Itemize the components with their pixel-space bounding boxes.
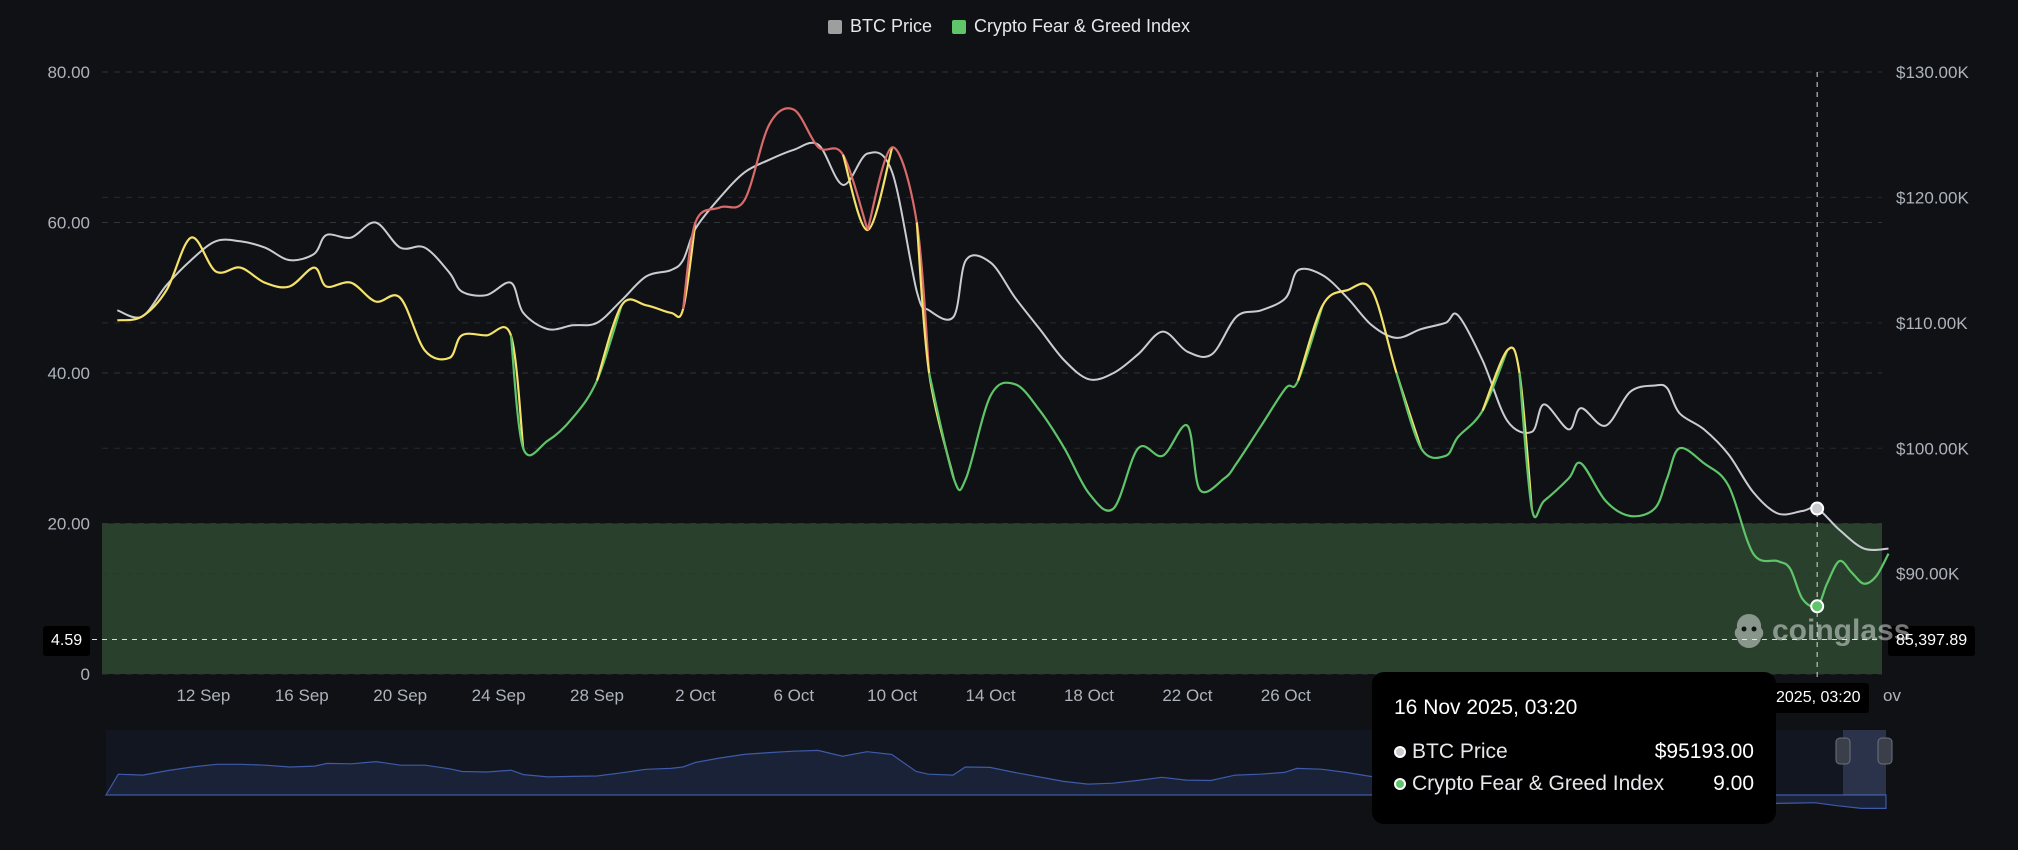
series-line-fear-greed-segment: [1395, 349, 1509, 459]
right-axis-tick-label: $110.00K: [1896, 314, 1968, 333]
x-axis-tick-label: 10 Oct: [867, 686, 917, 705]
left-axis-tick-label: 80.00: [47, 63, 90, 82]
navigator-handle-left[interactable]: [1835, 737, 1851, 765]
x-axis-tick-label: 26 Oct: [1261, 686, 1311, 705]
series-line-fear-greed-segment: [866, 146, 931, 374]
x-axis-tick-label: 14 Oct: [966, 686, 1016, 705]
chart-legend: BTC Price Crypto Fear & Greed Index: [0, 16, 2018, 37]
legend-item-fear-greed[interactable]: Crypto Fear & Greed Index: [951, 16, 1191, 37]
coinglass-logo-icon: [1734, 614, 1764, 648]
legend-label-btc-price: BTC Price: [849, 16, 932, 36]
legend-swatch-fear-greed: [951, 19, 966, 34]
hover-point-fear-greed: [1810, 599, 1825, 614]
tooltip-value-fear-greed: 9.00: [1713, 772, 1754, 795]
x-axis-tick-label: 12 Sep: [176, 686, 230, 705]
right-axis-tick-label: $100.00K: [1896, 439, 1969, 458]
tooltip-dot-fear-greed: [1394, 778, 1406, 790]
x-axis-tick-label: 16 Sep: [275, 686, 329, 705]
crosshair-right-value-badge: 85,397.89: [1888, 626, 1976, 656]
series-line-fear-greed-segment: [682, 107, 869, 310]
series-line-fear-greed-segment: [595, 222, 697, 381]
right-axis-tick-label: $120.00K: [1896, 188, 1969, 207]
left-axis-tick-label: 40.00: [47, 364, 90, 383]
hover-point-btc-price: [1810, 501, 1825, 516]
tooltip-title: 16 Nov 2025, 03:20: [1394, 696, 1578, 719]
tooltip-value-btc: $95193.00: [1654, 740, 1754, 763]
navigator-handle-right[interactable]: [1877, 737, 1893, 765]
x-axis-tick-label: 6 Oct: [773, 686, 814, 705]
left-axis-tick-label: 20.00: [47, 515, 90, 534]
series-line-fear-greed-segment: [1481, 346, 1533, 509]
tooltip-label-fear-greed: Crypto Fear & Greed Index: [1412, 772, 1665, 795]
left-axis-tick-label: 60.00: [47, 214, 90, 233]
data-tooltip: 16 Nov 2025, 03:20 BTC Price $95193.00 C…: [1372, 672, 1776, 824]
tooltip-dot-btc: [1394, 746, 1406, 758]
x-axis-tick-label: 18 Oct: [1064, 686, 1114, 705]
x-axis-tick-label: 24 Sep: [472, 686, 526, 705]
coinglass-watermark: coinglass: [1732, 612, 1910, 650]
legend-swatch-btc-price: [827, 19, 842, 34]
legend-label-fear-greed: Crypto Fear & Greed Index: [973, 16, 1191, 36]
series-line-fear-greed-segment: [915, 222, 955, 479]
tooltip-label-btc: BTC Price: [1412, 740, 1508, 763]
x-axis-tick-label: 28 Sep: [570, 686, 624, 705]
x-axis-tick-label: 2 Oct: [675, 686, 716, 705]
series-line-fear-greed-segment: [509, 304, 623, 457]
crosshair-left-value-badge: 4.59: [43, 626, 91, 656]
right-axis-tick-label: $90.00K: [1896, 565, 1960, 584]
x-axis-tick-label: 20 Sep: [373, 686, 427, 705]
series-line-fear-greed-segment: [1518, 372, 1890, 609]
crosshair-x-label-badge: 2025, 03:20: [1768, 683, 1869, 713]
x-axis-tick-label: 22 Oct: [1162, 686, 1212, 705]
series-line-fear-greed-segment: [117, 236, 525, 449]
series-line-btc-price: [116, 141, 1889, 551]
series-line-fear-greed-segment: [1297, 282, 1423, 449]
series-line-fear-greed-segment: [928, 304, 1324, 512]
right-axis-tick-label: $130.00K: [1896, 63, 1969, 82]
tooltip-row-btc: BTC Price $95193.00: [1394, 740, 1754, 764]
legend-item-btc-price[interactable]: BTC Price: [827, 16, 932, 37]
tooltip-row-fear-greed: Crypto Fear & Greed Index 9.00: [1394, 772, 1754, 796]
watermark-text: coinglass: [1772, 614, 1911, 647]
x-axis-tick-label: ov: [1883, 686, 1901, 705]
fear-zone-band: [102, 523, 1882, 674]
left-axis-tick-label: 0: [81, 665, 90, 684]
